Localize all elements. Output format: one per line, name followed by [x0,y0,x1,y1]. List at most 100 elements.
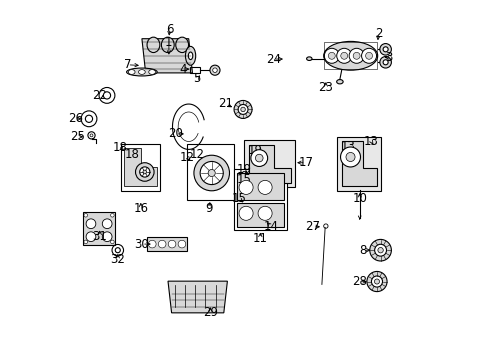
Circle shape [346,153,354,162]
Circle shape [348,48,364,63]
Bar [189,67,200,73]
Circle shape [340,147,360,167]
Text: 30: 30 [134,238,149,251]
Circle shape [234,100,251,118]
Text: 25: 25 [69,130,84,143]
Circle shape [361,48,376,63]
Circle shape [366,271,386,292]
Text: 2: 2 [374,27,382,40]
Circle shape [240,107,245,112]
Polygon shape [124,148,157,186]
Ellipse shape [138,69,145,75]
Bar [337,137,381,191]
Ellipse shape [336,80,343,84]
Circle shape [371,276,382,287]
Text: 22: 22 [92,89,107,102]
Text: 28: 28 [351,275,366,288]
Circle shape [327,52,335,59]
Text: 19: 19 [247,144,262,157]
Circle shape [208,170,215,176]
Ellipse shape [306,57,311,60]
Circle shape [86,219,96,229]
Circle shape [85,115,92,122]
Ellipse shape [128,69,135,75]
Polygon shape [341,141,376,186]
Ellipse shape [175,37,188,53]
Text: 13: 13 [363,135,378,148]
Text: 1: 1 [165,36,172,49]
Text: 12: 12 [189,148,204,161]
Text: 16: 16 [133,202,148,215]
Circle shape [140,167,150,177]
Circle shape [250,150,267,166]
Bar [82,212,115,245]
Text: 12: 12 [180,151,195,164]
Circle shape [238,104,247,114]
Text: 31: 31 [92,230,107,243]
Circle shape [84,240,87,244]
Circle shape [148,240,156,248]
Text: 23: 23 [318,81,333,94]
Text: 9: 9 [205,202,213,215]
Circle shape [110,240,114,244]
Text: 6: 6 [165,23,173,36]
Ellipse shape [188,52,192,59]
Circle shape [86,232,96,242]
Circle shape [135,163,154,181]
Circle shape [168,240,176,248]
Bar [324,42,376,69]
Polygon shape [168,281,227,313]
Circle shape [382,60,387,65]
Bar [244,140,294,187]
Circle shape [365,52,372,59]
Circle shape [379,57,390,68]
Text: 21: 21 [218,97,233,110]
Circle shape [382,47,387,52]
Circle shape [209,65,220,75]
Bar [147,237,186,251]
Circle shape [324,48,339,63]
Ellipse shape [161,37,174,53]
Text: 17: 17 [298,156,312,169]
Text: 27: 27 [305,220,320,233]
Text: 11: 11 [252,232,267,245]
Circle shape [336,48,351,63]
Text: 15: 15 [236,173,251,186]
Text: 13: 13 [340,140,354,153]
Circle shape [142,170,146,174]
Bar [121,144,160,191]
Bar [236,202,284,227]
Text: 20: 20 [167,127,183,140]
Circle shape [374,279,379,284]
Polygon shape [142,39,192,73]
Text: 29: 29 [203,306,217,319]
Text: 19: 19 [236,163,251,176]
Ellipse shape [323,41,377,70]
Circle shape [212,68,217,72]
Circle shape [258,180,271,194]
Circle shape [200,161,223,185]
Text: 26: 26 [68,112,82,125]
Text: 24: 24 [265,53,280,66]
Circle shape [340,52,347,59]
Polygon shape [248,145,290,183]
Circle shape [369,239,390,261]
Bar [233,169,286,230]
Circle shape [258,206,271,220]
Bar [236,173,284,200]
Text: 18: 18 [124,148,139,161]
Text: 5: 5 [193,72,200,85]
Bar [186,144,233,200]
Ellipse shape [147,37,160,53]
Text: 14: 14 [263,220,278,233]
Ellipse shape [148,69,155,75]
Circle shape [255,154,263,162]
Text: 18: 18 [113,141,127,154]
Circle shape [239,180,253,194]
Text: 8: 8 [359,244,366,257]
Circle shape [352,52,359,59]
Circle shape [110,213,114,217]
Text: 4: 4 [179,63,187,76]
Text: 15: 15 [231,192,246,205]
Text: 7: 7 [123,58,131,71]
